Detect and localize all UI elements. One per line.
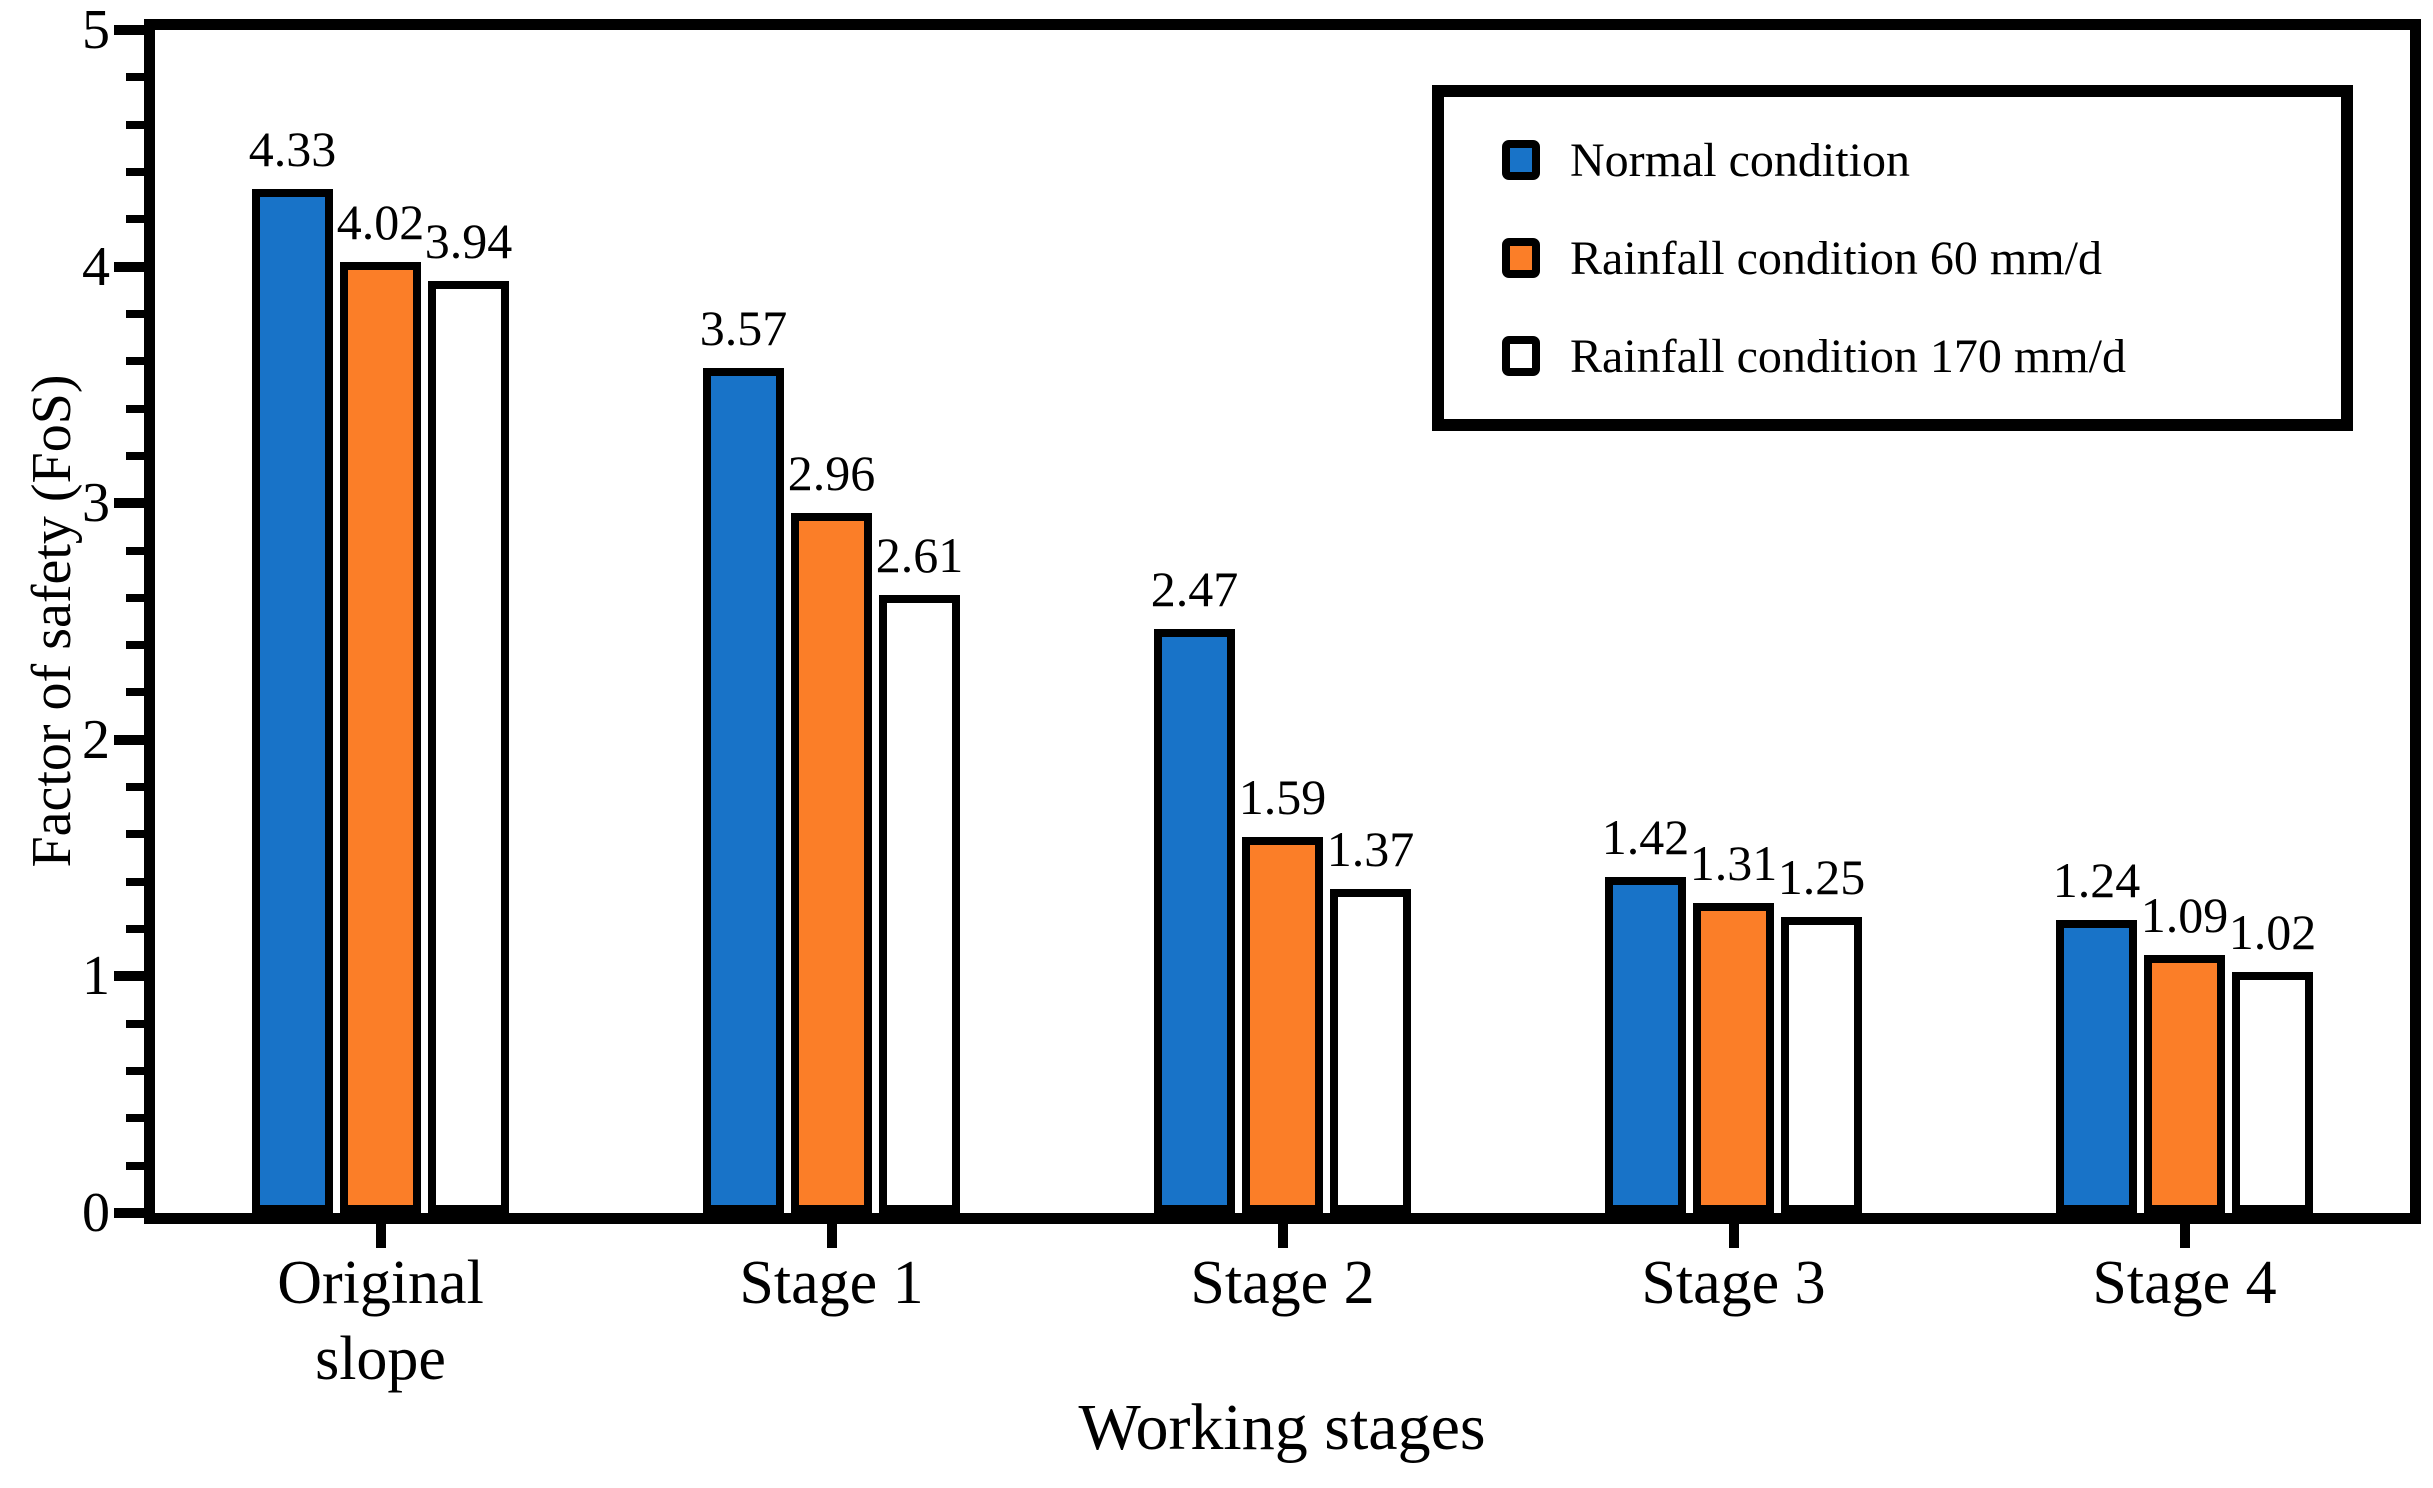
x-tick — [375, 1224, 386, 1248]
y-minor-tick — [126, 546, 144, 555]
bar-value-label: 2.47 — [1150, 560, 1239, 617]
y-tick-label: 3 — [82, 472, 110, 535]
bar — [340, 261, 421, 1213]
plot-area — [144, 19, 2421, 1224]
x-tick — [1728, 1224, 1739, 1248]
x-category-label: Stage 3 — [1641, 1249, 1826, 1317]
bar — [879, 595, 960, 1213]
bar-value-label: 1.37 — [1326, 820, 1415, 877]
bar-value-label: 1.31 — [1689, 835, 1778, 892]
x-tick — [2179, 1224, 2190, 1248]
bar-value-label: 2.96 — [787, 444, 876, 501]
bar — [791, 512, 872, 1213]
y-minor-tick — [126, 925, 144, 934]
legend-item: Rainfall condition 60 mm/d — [1502, 231, 2341, 286]
y-major-tick — [114, 971, 144, 982]
legend: Normal condition Rainfall condition 60 mm… — [1432, 85, 2353, 431]
legend-item-label: Rainfall condition 170 mm/d — [1570, 329, 2126, 383]
y-tick-label: 5 — [82, 0, 110, 61]
y-minor-tick — [126, 1114, 144, 1123]
y-minor-tick — [126, 783, 144, 792]
y-tick-label: 0 — [82, 1182, 110, 1244]
x-axis-title: Working stages — [1078, 1391, 1486, 1464]
x-category-label: Original slope — [277, 1249, 484, 1393]
legend-swatch-icon — [1502, 238, 1540, 278]
bar — [1154, 628, 1235, 1213]
bar-value-label: 1.42 — [1601, 809, 1690, 866]
y-minor-tick — [126, 120, 144, 129]
bar-value-label: 2.61 — [875, 527, 964, 584]
legend-item-label: Rainfall condition 60 mm/d — [1570, 231, 2102, 285]
legend-item-label: Normal condition — [1570, 133, 1910, 187]
bar — [2056, 919, 2137, 1213]
y-minor-tick — [126, 688, 144, 697]
x-category-label: Stage 2 — [1190, 1249, 1375, 1317]
y-major-tick — [114, 261, 144, 272]
legend-swatch-icon — [1502, 140, 1540, 180]
legend-swatch-icon — [1502, 336, 1540, 376]
bar-value-label: 1.24 — [2052, 851, 2141, 908]
legend-item: Rainfall condition 170 mm/d — [1502, 329, 2341, 384]
bar — [1693, 903, 1774, 1213]
bar-value-label: 3.57 — [699, 300, 788, 357]
y-major-tick — [114, 1208, 144, 1218]
bar-value-label: 1.25 — [1777, 849, 1866, 906]
bar-value-label: 4.33 — [248, 120, 337, 177]
bar — [2144, 955, 2225, 1213]
y-minor-tick — [126, 877, 144, 886]
y-minor-tick — [126, 309, 144, 318]
legend-item: Normal condition — [1502, 133, 2341, 188]
y-minor-tick — [126, 1161, 144, 1170]
bar-value-label: 1.59 — [1238, 768, 1327, 825]
x-tick — [1277, 1224, 1288, 1248]
y-axis-title: Factor of safety (FoS) — [21, 374, 83, 868]
bar-value-label: 3.94 — [424, 212, 513, 269]
y-major-tick — [114, 498, 144, 509]
x-tick — [826, 1224, 837, 1248]
bar-value-label: 4.02 — [336, 193, 425, 250]
y-minor-tick — [126, 1067, 144, 1076]
bar — [1605, 877, 1686, 1213]
x-category-label: Stage 4 — [2092, 1249, 2277, 1317]
y-tick-label: 1 — [82, 945, 110, 1008]
y-tick-label: 2 — [82, 708, 110, 771]
y-minor-tick — [126, 404, 144, 413]
bar — [1330, 888, 1411, 1213]
bar — [703, 368, 784, 1213]
y-major-tick — [114, 734, 144, 745]
y-minor-tick — [126, 167, 144, 176]
y-tick-label: 4 — [82, 235, 110, 298]
y-minor-tick — [126, 641, 144, 650]
y-minor-tick — [126, 215, 144, 224]
y-minor-tick — [126, 357, 144, 366]
bar-value-label: 1.02 — [2228, 903, 2317, 960]
bar — [1781, 917, 1862, 1213]
bar — [2232, 971, 2313, 1213]
y-major-tick — [114, 25, 144, 35]
y-minor-tick — [126, 593, 144, 602]
x-category-label: Stage 1 — [739, 1249, 924, 1317]
y-minor-tick — [126, 451, 144, 460]
y-minor-tick — [126, 1019, 144, 1028]
bar-value-label: 1.09 — [2140, 887, 2229, 944]
y-minor-tick — [126, 830, 144, 839]
bar — [252, 188, 333, 1213]
bar — [1242, 836, 1323, 1213]
bar — [428, 280, 509, 1213]
y-minor-tick — [126, 73, 144, 82]
